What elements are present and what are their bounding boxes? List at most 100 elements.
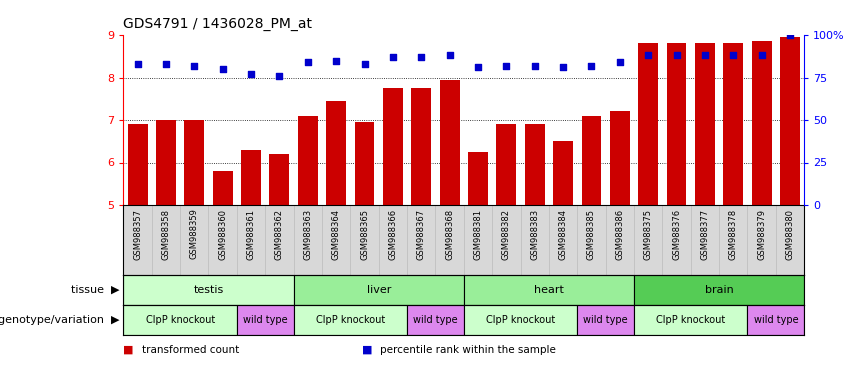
Bar <box>525 124 545 205</box>
Text: GSM988364: GSM988364 <box>332 209 340 260</box>
Bar <box>241 150 261 205</box>
Text: GSM988380: GSM988380 <box>785 209 795 260</box>
Bar <box>294 275 464 305</box>
Bar <box>634 275 804 305</box>
Point <box>414 54 428 60</box>
Text: GSM988383: GSM988383 <box>530 209 540 260</box>
Bar <box>156 120 176 205</box>
Text: GSM988378: GSM988378 <box>728 209 738 260</box>
Text: wild type: wild type <box>583 315 628 325</box>
Text: wild type: wild type <box>753 315 798 325</box>
Text: ClpP knockout: ClpP knockout <box>656 315 725 325</box>
Bar <box>464 305 577 335</box>
Point <box>500 63 513 69</box>
Text: ■: ■ <box>123 345 134 355</box>
Text: GSM988363: GSM988363 <box>303 209 312 260</box>
Point <box>585 63 598 69</box>
Text: ClpP knockout: ClpP knockout <box>486 315 555 325</box>
Bar <box>780 37 800 205</box>
Point <box>329 58 343 64</box>
Bar <box>326 101 346 205</box>
Bar <box>294 305 407 335</box>
Bar <box>581 116 602 205</box>
Text: testis: testis <box>193 285 224 295</box>
Text: brain: brain <box>705 285 734 295</box>
Bar <box>553 141 573 205</box>
Bar <box>298 116 317 205</box>
Point <box>698 52 711 58</box>
Text: GSM988381: GSM988381 <box>473 209 483 260</box>
Text: heart: heart <box>534 285 564 295</box>
Text: ■: ■ <box>362 345 372 355</box>
Bar <box>123 305 237 335</box>
Point <box>187 63 201 69</box>
Point <box>301 59 315 65</box>
Point <box>727 52 740 58</box>
Text: GSM988377: GSM988377 <box>700 209 710 260</box>
Bar <box>638 43 658 205</box>
Bar <box>355 122 374 205</box>
Bar <box>440 79 460 205</box>
Bar <box>695 43 715 205</box>
Text: GSM988367: GSM988367 <box>417 209 426 260</box>
Bar <box>747 305 804 335</box>
Text: tissue  ▶: tissue ▶ <box>71 285 119 295</box>
Point <box>244 71 258 77</box>
Bar <box>123 275 294 305</box>
Bar <box>213 171 232 205</box>
Point <box>670 52 683 58</box>
Bar <box>128 124 147 205</box>
Bar <box>411 88 431 205</box>
Point <box>783 32 797 38</box>
Text: GSM988358: GSM988358 <box>162 209 170 260</box>
Bar <box>634 305 747 335</box>
Bar <box>383 88 403 205</box>
Bar <box>751 41 772 205</box>
Point <box>557 64 570 70</box>
Text: GSM988361: GSM988361 <box>247 209 255 260</box>
Text: GDS4791 / 1436028_PM_at: GDS4791 / 1436028_PM_at <box>123 17 312 31</box>
Text: GSM988384: GSM988384 <box>558 209 568 260</box>
Bar <box>496 124 517 205</box>
Text: GSM988357: GSM988357 <box>133 209 142 260</box>
Bar <box>666 43 687 205</box>
Text: percentile rank within the sample: percentile rank within the sample <box>380 345 557 355</box>
Point <box>613 59 626 65</box>
Bar <box>270 154 289 205</box>
Text: wild type: wild type <box>413 315 458 325</box>
Point <box>443 52 456 58</box>
Point <box>471 64 485 70</box>
Text: transformed count: transformed count <box>142 345 239 355</box>
Text: GSM988376: GSM988376 <box>672 209 681 260</box>
Text: GSM988362: GSM988362 <box>275 209 284 260</box>
Bar <box>610 111 630 205</box>
Bar <box>464 275 634 305</box>
Text: wild type: wild type <box>243 315 288 325</box>
Text: GSM988366: GSM988366 <box>388 209 397 260</box>
Point <box>357 61 371 67</box>
Bar <box>468 152 488 205</box>
Bar <box>723 43 743 205</box>
Text: GSM988359: GSM988359 <box>190 209 199 259</box>
Point <box>216 66 230 72</box>
Bar <box>185 120 204 205</box>
Point <box>642 52 655 58</box>
Text: GSM988379: GSM988379 <box>757 209 766 260</box>
Text: GSM988375: GSM988375 <box>643 209 653 260</box>
Text: GSM988360: GSM988360 <box>218 209 227 260</box>
Text: GSM988368: GSM988368 <box>445 209 454 260</box>
Bar <box>407 305 464 335</box>
Point <box>131 61 145 67</box>
Point <box>159 61 173 67</box>
Point <box>272 73 286 79</box>
Point <box>755 52 768 58</box>
Bar <box>577 305 634 335</box>
Text: ClpP knockout: ClpP knockout <box>146 315 214 325</box>
Text: liver: liver <box>367 285 391 295</box>
Bar <box>237 305 294 335</box>
Text: GSM988385: GSM988385 <box>587 209 596 260</box>
Point <box>386 54 400 60</box>
Text: GSM988365: GSM988365 <box>360 209 369 260</box>
Point <box>528 63 541 69</box>
Text: ClpP knockout: ClpP knockout <box>316 315 385 325</box>
